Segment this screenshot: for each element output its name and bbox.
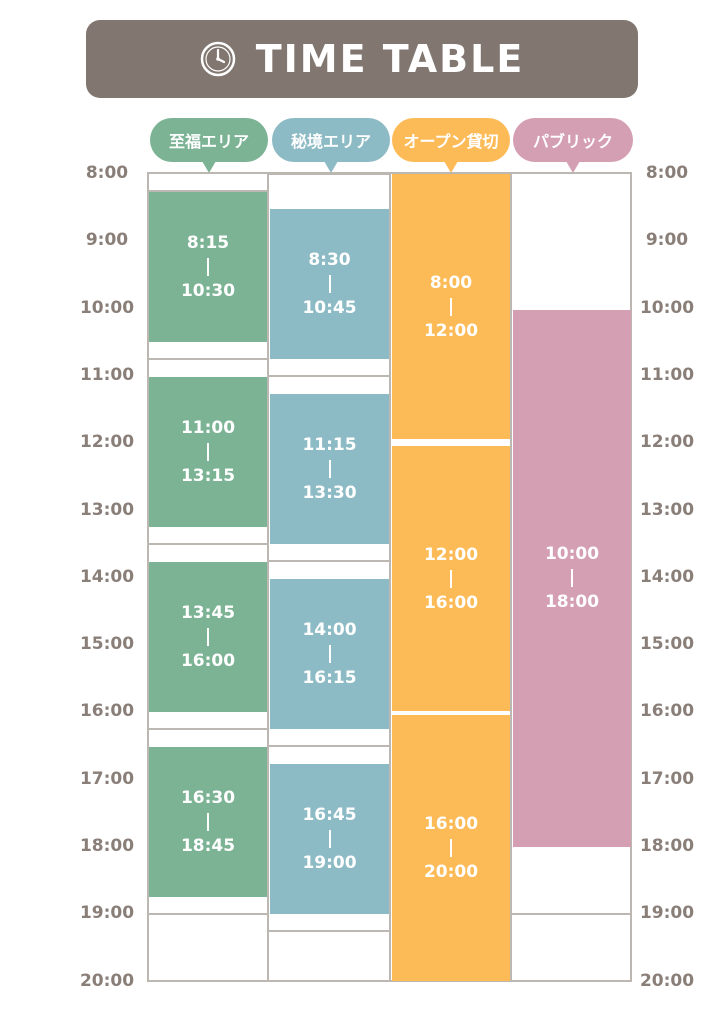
slot-separator	[450, 297, 452, 316]
slot-start-time: 8:15	[186, 233, 230, 254]
time-label-right: 17:00	[639, 768, 695, 789]
time-label-left: 19:00	[79, 903, 135, 924]
grid-line	[147, 189, 267, 192]
slot-separator	[207, 258, 209, 277]
grid-line	[147, 913, 267, 916]
time-label-left: 13:00	[79, 499, 135, 520]
time-slot: 10:00 18:00	[513, 309, 631, 847]
area-header-4: パブリック	[513, 118, 633, 173]
slot-end-time: 16:00	[180, 651, 236, 672]
grid-line	[268, 173, 389, 175]
slot-end-time: 18:45	[180, 836, 236, 857]
slot-separator	[328, 274, 331, 293]
slot-start-time: 14:00	[302, 620, 357, 640]
time-label-left: 10:00	[79, 297, 135, 318]
slot-separator	[450, 569, 452, 588]
time-slot: 14:00 16:15	[270, 578, 389, 730]
time-slot: 13:45 16:00	[149, 561, 267, 713]
column-divider	[510, 172, 512, 982]
grid-line	[268, 559, 389, 562]
time-label-right: 8:00	[645, 163, 689, 183]
area-header-1: 至福エリア	[150, 118, 268, 173]
time-label-right: 16:00	[639, 701, 695, 722]
slot-start-time: 16:30	[180, 788, 236, 809]
time-label-left: 8:00	[85, 163, 129, 183]
area-header-3: オープン貸切	[392, 118, 510, 173]
time-slot: 16:45 19:00	[270, 763, 389, 915]
time-label-left: 12:00	[79, 432, 135, 453]
slot-start-time: 8:30	[308, 249, 351, 270]
slot-end-time: 13:30	[302, 482, 357, 503]
time-label-left: 16:00	[79, 701, 135, 722]
time-label-right: 9:00	[645, 230, 689, 251]
grid-line	[268, 745, 389, 748]
slot-end-time: 20:00	[423, 861, 479, 882]
slot-start-time: 10:00	[544, 544, 600, 565]
column-divider	[267, 172, 269, 982]
slot-separator	[207, 443, 209, 462]
time-slot: 8:30 10:45	[270, 208, 389, 360]
grid-line	[268, 930, 389, 933]
time-slot: 16:00 20:00	[392, 715, 510, 981]
slot-start-time: 13:45	[180, 603, 236, 624]
time-label-left: 17:00	[79, 768, 135, 789]
time-label-right: 13:00	[639, 499, 695, 520]
time-label-right: 12:00	[639, 432, 695, 453]
page-title: TIME TABLE	[255, 37, 525, 81]
slot-separator	[328, 459, 331, 478]
grid-line	[147, 358, 267, 361]
time-slot: 8:00 12:00	[392, 174, 510, 440]
title-bar: TIME TABLE	[86, 20, 638, 98]
slot-end-time: 10:45	[302, 297, 357, 318]
time-label-left: 14:00	[79, 566, 135, 587]
slot-start-time: 11:15	[302, 434, 357, 455]
time-label-right: 18:00	[639, 836, 695, 856]
slot-start-time: 16:45	[302, 805, 357, 826]
time-label-right: 15:00	[639, 634, 695, 655]
slot-start-time: 8:00	[429, 272, 473, 293]
time-label-left: 20:00	[79, 970, 135, 991]
time-label-right: 14:00	[639, 566, 695, 587]
clock-icon	[200, 41, 235, 77]
column-divider	[389, 172, 391, 982]
time-slot: 11:15 13:30	[270, 393, 389, 545]
time-slot: 12:00 16:00	[392, 446, 510, 712]
slot-separator	[207, 628, 209, 647]
slot-end-time: 12:00	[423, 320, 479, 341]
slot-start-time: 11:00	[180, 418, 236, 439]
time-label-left: 11:00	[79, 364, 135, 385]
time-label-right: 10:00	[639, 297, 695, 318]
slot-separator	[207, 813, 209, 832]
time-slot: 11:00 13:15	[149, 376, 267, 528]
slot-separator	[328, 830, 331, 849]
slot-end-time: 13:15	[180, 466, 236, 487]
time-label-right: 19:00	[639, 903, 695, 924]
slot-start-time: 12:00	[423, 544, 479, 565]
slot-end-time: 10:30	[180, 281, 236, 302]
time-slot: 16:30 18:45	[149, 747, 267, 898]
grid-line	[147, 728, 267, 731]
time-label-right: 20:00	[639, 970, 695, 991]
area-header-2: 秘境エリア	[272, 118, 390, 173]
time-label-left: 18:00	[79, 836, 135, 856]
grid-line	[268, 374, 389, 377]
slot-end-time: 19:00	[302, 853, 357, 874]
slot-end-time: 18:00	[544, 592, 600, 613]
grid-line	[147, 543, 267, 546]
slot-separator	[450, 838, 452, 857]
slot-end-time: 16:15	[302, 668, 357, 688]
time-label-right: 11:00	[639, 364, 695, 385]
slot-separator	[571, 569, 573, 588]
slot-end-time: 16:00	[423, 592, 479, 613]
time-slot: 8:15 10:30	[149, 191, 267, 343]
time-label-left: 15:00	[79, 634, 135, 655]
slot-start-time: 16:00	[423, 813, 479, 834]
slot-separator	[328, 645, 331, 663]
time-label-left: 9:00	[85, 230, 129, 251]
grid-line	[511, 913, 631, 916]
